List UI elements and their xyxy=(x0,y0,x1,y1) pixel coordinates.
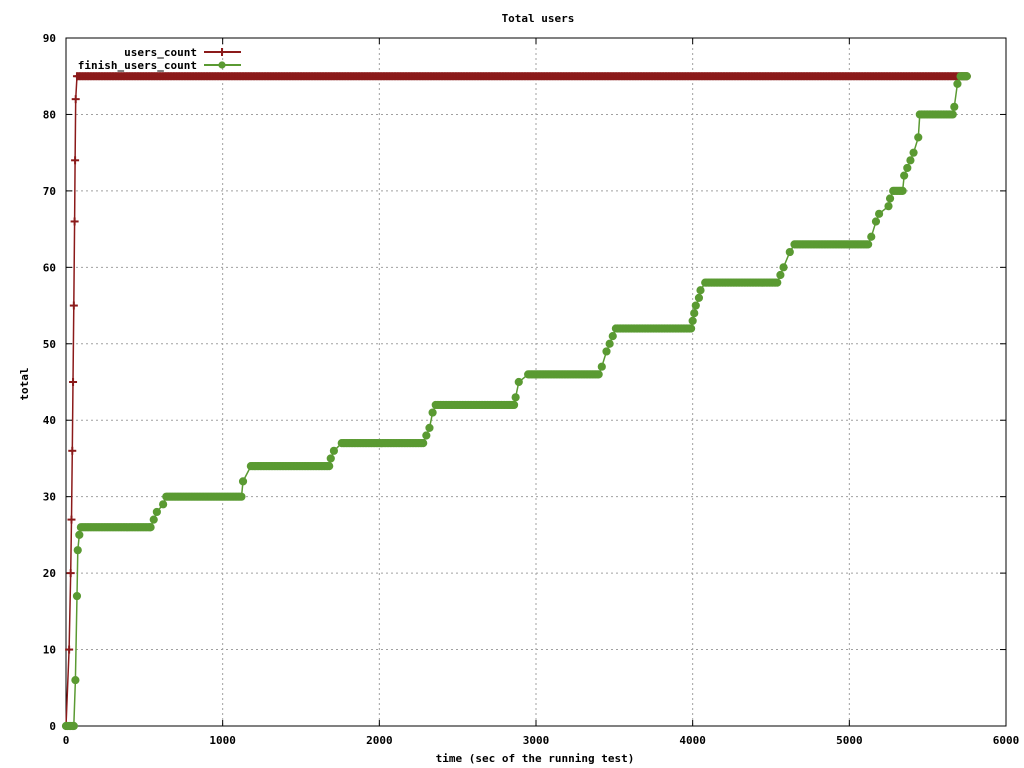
y-tick-label: 70 xyxy=(43,185,56,198)
data-point xyxy=(903,163,912,173)
data-point xyxy=(864,240,873,249)
data-point xyxy=(602,347,611,356)
data-point xyxy=(779,263,788,272)
data-point xyxy=(885,194,895,203)
y-tick-label: 60 xyxy=(43,261,56,274)
data-point xyxy=(688,316,697,325)
y-tick-label: 50 xyxy=(43,338,56,351)
data-point xyxy=(69,721,78,731)
data-point xyxy=(70,217,79,226)
data-point xyxy=(71,95,80,104)
y-tick-label: 90 xyxy=(43,32,56,45)
data-point xyxy=(871,217,881,226)
data-point xyxy=(597,362,606,371)
series-layer xyxy=(61,72,971,731)
x-tick-label: 2000 xyxy=(366,734,393,747)
x-tick-label: 6000 xyxy=(993,734,1020,747)
data-point xyxy=(875,209,884,218)
data-point xyxy=(773,278,782,287)
data-point xyxy=(329,446,338,455)
data-point xyxy=(785,247,794,257)
data-point xyxy=(69,378,78,386)
data-point xyxy=(237,492,246,501)
data-point xyxy=(326,454,335,463)
x-tick-label: 4000 xyxy=(679,734,706,747)
x-tick-label: 0 xyxy=(63,734,70,747)
data-point xyxy=(950,102,959,111)
data-point xyxy=(146,523,155,532)
data-point xyxy=(69,301,78,310)
grid xyxy=(66,38,1006,726)
data-point xyxy=(694,293,704,303)
data-point xyxy=(428,408,437,417)
legend-marker xyxy=(218,61,226,69)
data-point xyxy=(149,515,158,524)
data-point xyxy=(898,186,907,195)
data-point xyxy=(152,507,161,517)
data-point xyxy=(325,461,334,471)
data-point xyxy=(159,500,168,509)
data-point xyxy=(71,676,80,685)
legend-label-finish-users-count: finish_users_count xyxy=(78,59,197,72)
legend-label-users-count: users_count xyxy=(124,46,197,59)
data-point xyxy=(867,232,876,241)
data-point xyxy=(72,591,82,601)
data-point xyxy=(75,530,84,539)
data-point xyxy=(884,202,893,211)
legend-swatch-users-count xyxy=(204,48,241,56)
data-point xyxy=(71,156,80,165)
data-point xyxy=(509,400,519,410)
x-axis-label: time (sec of the running test) xyxy=(436,752,635,765)
data-point xyxy=(605,339,614,348)
data-point xyxy=(68,446,77,455)
y-tick-label: 0 xyxy=(49,720,56,733)
series-finish-users-count xyxy=(61,72,971,731)
data-point xyxy=(776,270,785,280)
data-point xyxy=(900,171,909,180)
data-point xyxy=(696,286,705,295)
data-point xyxy=(962,72,971,81)
x-tick-label: 3000 xyxy=(523,734,550,747)
y-tick-label: 20 xyxy=(43,567,56,580)
data-point xyxy=(608,332,617,341)
data-point xyxy=(687,324,696,333)
data-point xyxy=(594,370,603,379)
data-point xyxy=(73,546,82,555)
axis-ticks: 0 1000 2000 3000 4000 5000 6000 0 10 20 30 40 50 60 70… xyxy=(43,32,1020,747)
y-tick-label: 80 xyxy=(43,108,56,121)
y-tick-label: 10 xyxy=(43,644,56,657)
data-point xyxy=(422,431,431,440)
series-users-count xyxy=(62,72,971,730)
data-point xyxy=(419,439,428,448)
data-point xyxy=(511,393,520,402)
y-axis-label: total xyxy=(18,367,31,400)
data-point xyxy=(690,309,699,318)
plot-frame xyxy=(65,37,1007,727)
data-point xyxy=(67,515,76,524)
data-point xyxy=(65,645,74,654)
legend-swatch-finish-users-count xyxy=(204,61,241,69)
y-tick-label: 30 xyxy=(43,491,56,504)
data-point xyxy=(953,79,962,88)
legend: users_count finish_users_count xyxy=(78,46,241,72)
x-tick-label: 5000 xyxy=(836,734,863,747)
x-tick-label: 1000 xyxy=(209,734,236,747)
data-point xyxy=(914,133,923,142)
data-point xyxy=(906,156,915,165)
data-point xyxy=(691,301,700,310)
chart-title: Total users xyxy=(502,12,575,25)
data-point xyxy=(238,477,248,486)
data-point xyxy=(514,377,523,387)
data-point xyxy=(425,423,434,432)
data-point xyxy=(948,110,957,119)
data-point xyxy=(909,148,918,157)
data-point xyxy=(66,569,75,578)
y-tick-label: 40 xyxy=(43,414,56,427)
